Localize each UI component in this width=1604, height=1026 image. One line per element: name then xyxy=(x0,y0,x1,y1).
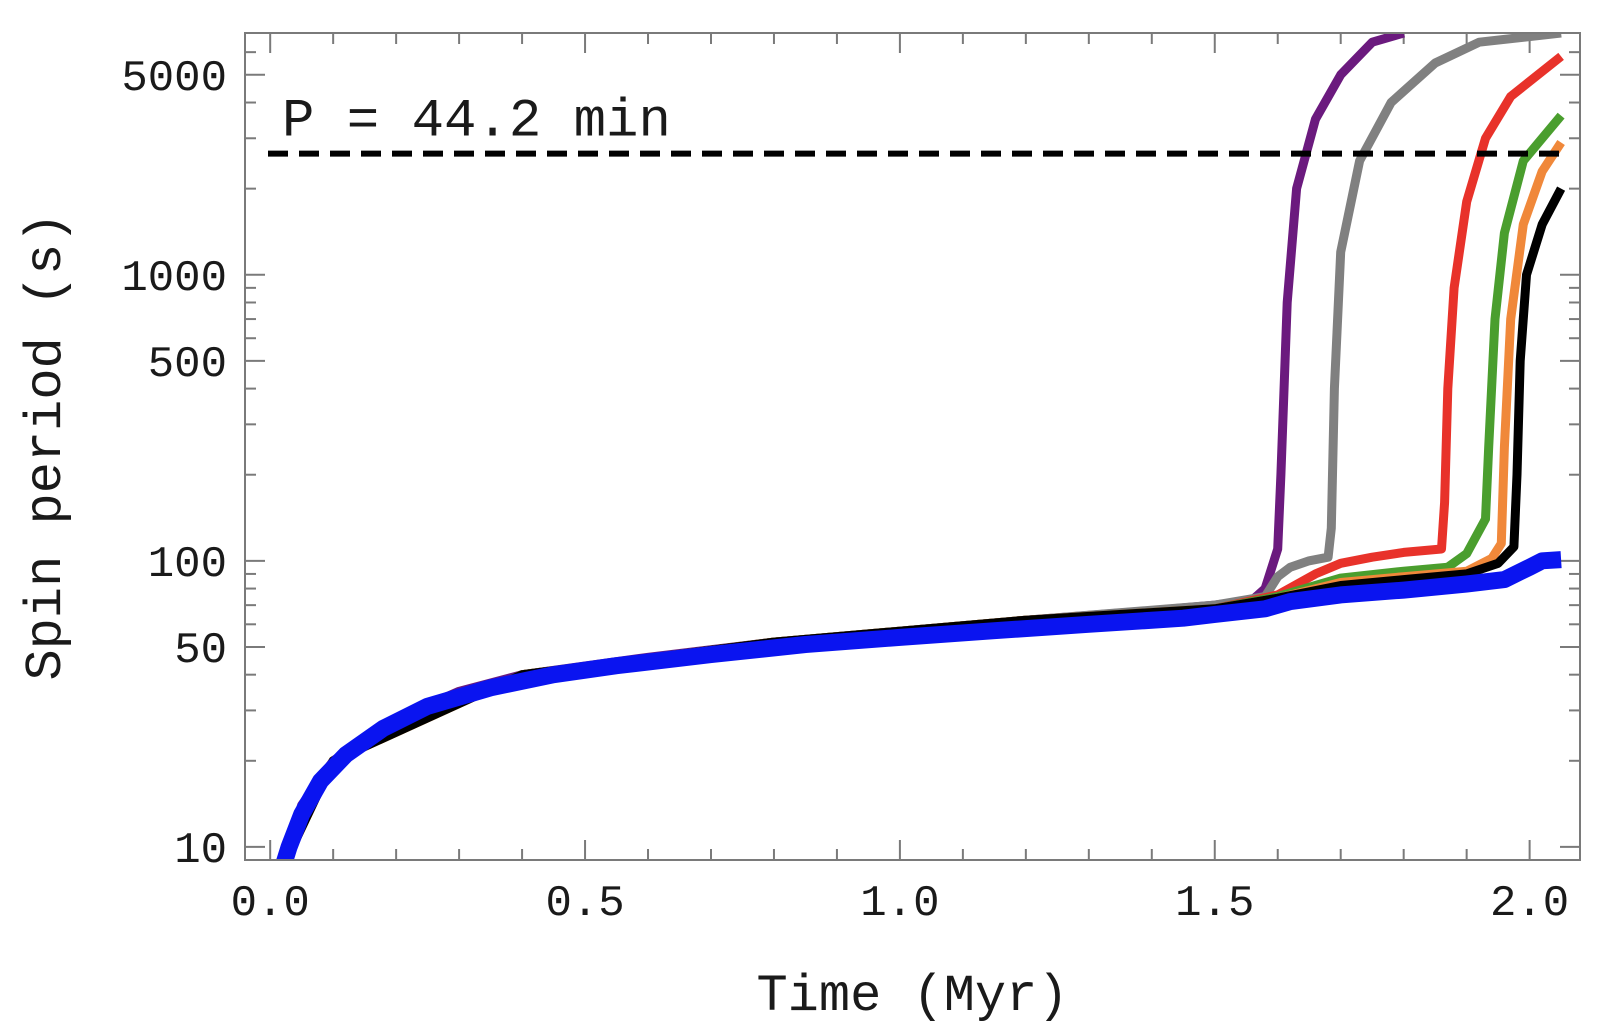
y-tick-label: 5000 xyxy=(121,54,227,104)
ticks xyxy=(245,32,1580,861)
plot-frame xyxy=(244,32,1581,861)
x-tick-label: 1.0 xyxy=(860,879,939,929)
y-tick-label: 50 xyxy=(174,626,227,676)
tick-labels: 0.0 0.5 1.0 1.5 2.0 10 50 100 500 1000 5000 xyxy=(121,54,1569,929)
y-tick-label: 1000 xyxy=(121,254,227,304)
series-line xyxy=(280,33,1405,860)
series-line xyxy=(276,551,1562,860)
y-axis-label: Spin period (s) xyxy=(17,212,76,680)
series-line xyxy=(281,112,1565,860)
series-line xyxy=(281,140,1565,860)
series-line xyxy=(281,33,1562,860)
x-tick-label: 0.0 xyxy=(231,879,310,929)
x-tick-label: 2.0 xyxy=(1490,879,1569,929)
series-line xyxy=(281,52,1564,860)
series-line xyxy=(281,186,1566,860)
x-axis-label: Time (Myr) xyxy=(756,967,1068,1026)
y-tick-label: 500 xyxy=(148,340,227,390)
series-lines xyxy=(276,33,1566,860)
x-tick-label: 1.5 xyxy=(1175,879,1254,929)
y-tick-label: 10 xyxy=(174,826,227,876)
y-tick-label: 100 xyxy=(148,540,227,590)
x-tick-label: 0.5 xyxy=(545,879,624,929)
reference-line-label: P = 44.2 min xyxy=(282,92,671,153)
